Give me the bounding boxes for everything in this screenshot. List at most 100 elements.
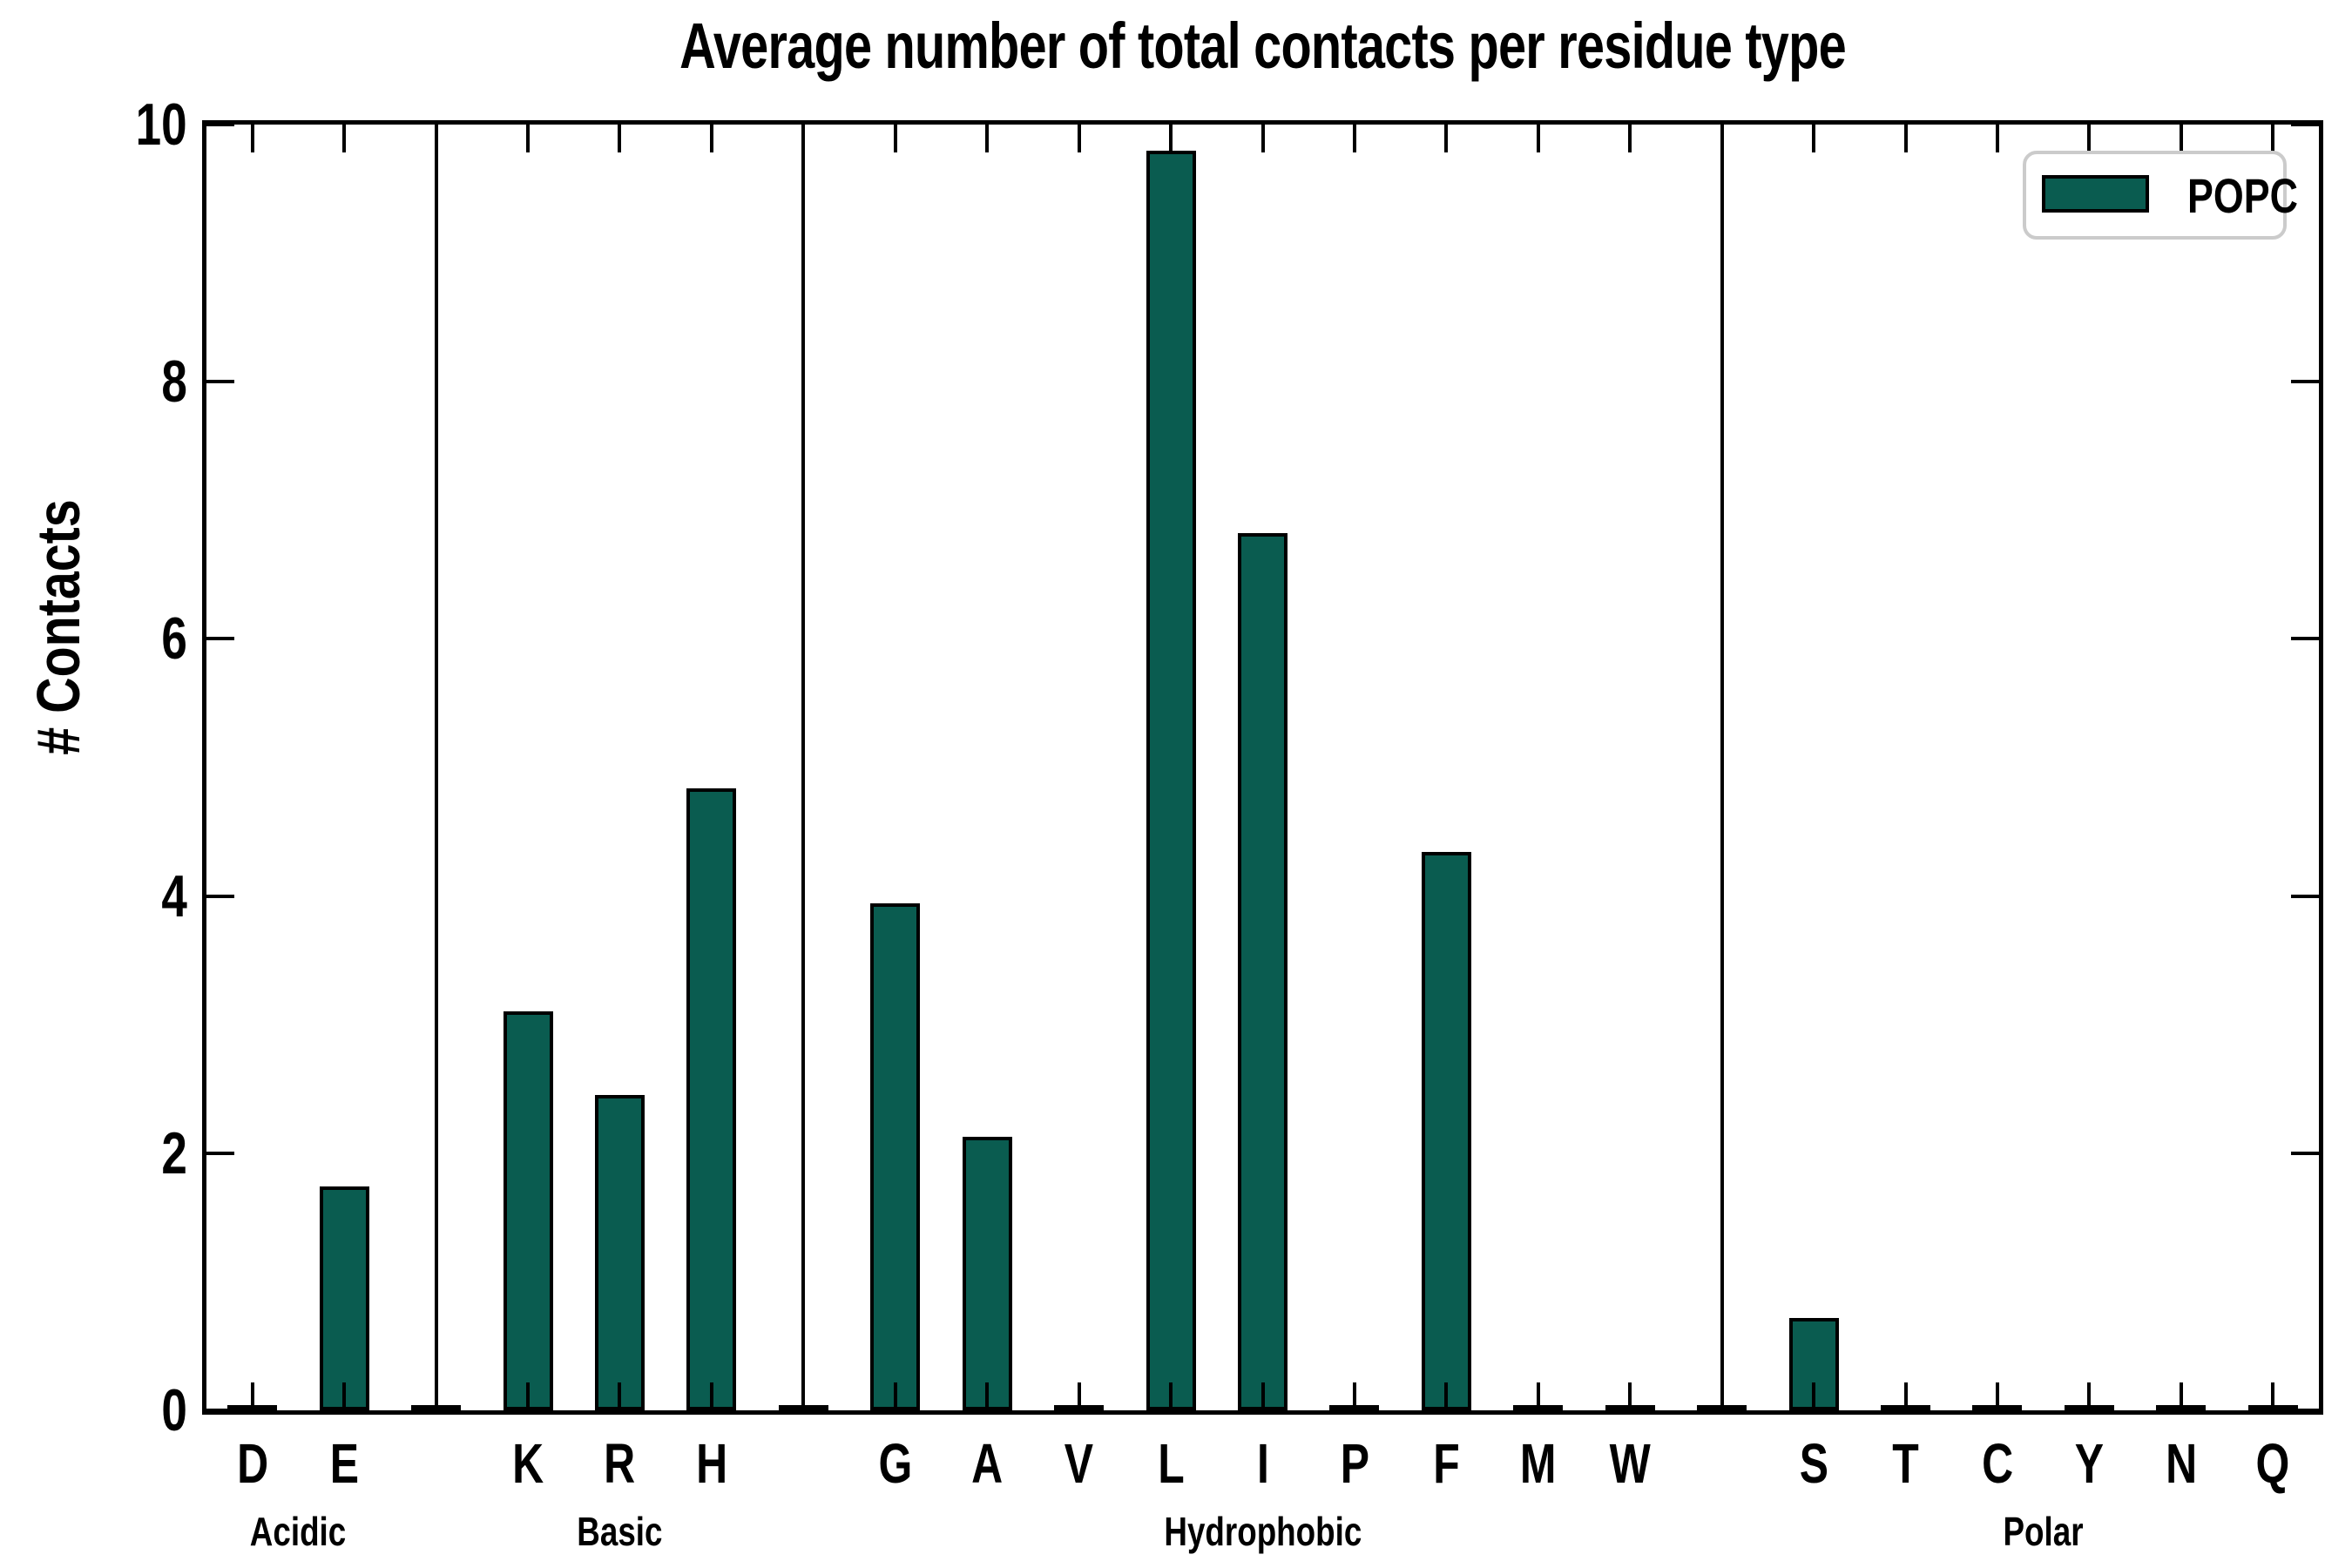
x-group-label: Hydrophobic [1164, 1509, 1362, 1554]
x-tick-bottom [250, 1382, 254, 1410]
y-tick-label: 2 [161, 1119, 187, 1186]
x-tick-bottom [893, 1382, 897, 1410]
bar-A [962, 1136, 1012, 1410]
x-tick-bottom [1169, 1382, 1173, 1410]
x-tick-top [342, 125, 347, 152]
bar-L [1146, 150, 1196, 1410]
y-tick-label: 8 [161, 348, 187, 416]
x-category-label: N [2165, 1432, 2197, 1495]
x-tick-bottom [1444, 1382, 1449, 1410]
x-tick-top [1720, 125, 1724, 152]
x-tick-top [1628, 125, 1632, 152]
x-tick-bottom [985, 1382, 990, 1410]
x-tick-top [1903, 125, 1908, 152]
x-category-label: D [236, 1432, 268, 1495]
x-tick-top [2087, 125, 2092, 152]
x-group-label: Polar [2003, 1509, 2084, 1554]
x-tick-bottom [1812, 1382, 1816, 1410]
x-tick-bottom [526, 1382, 531, 1410]
x-tick-top [985, 125, 990, 152]
x-tick-bottom [618, 1382, 622, 1410]
x-tick-top [434, 125, 438, 152]
bar-K [503, 1011, 553, 1410]
bar-F [1421, 852, 1471, 1410]
x-tick-top [893, 125, 897, 152]
x-category-label: R [604, 1432, 636, 1495]
x-tick-bottom [1536, 1382, 1540, 1410]
x-tick-top [801, 125, 806, 152]
x-tick-top [1169, 125, 1173, 152]
bar-G [870, 903, 921, 1410]
x-tick-bottom [709, 1382, 713, 1410]
x-tick-bottom [342, 1382, 347, 1410]
x-category-label: S [1799, 1432, 1828, 1495]
x-tick-bottom [1995, 1382, 1999, 1410]
x-tick-top [1536, 125, 1540, 152]
x-tick-top [709, 125, 713, 152]
x-tick-bottom [801, 1382, 806, 1410]
x-category-label: M [1520, 1432, 1557, 1495]
x-category-label: E [329, 1432, 359, 1495]
x-tick-top [2179, 125, 2183, 152]
y-tick-label: 0 [161, 1377, 187, 1443]
y-tick-left [206, 894, 234, 898]
x-tick-bottom [1352, 1382, 1356, 1410]
x-tick-bottom [1628, 1382, 1632, 1410]
chart-title: Average number of total contacts per res… [679, 10, 1847, 82]
bar-R [594, 1095, 645, 1410]
x-category-label: L [1157, 1432, 1185, 1495]
x-category-label: Y [2074, 1432, 2105, 1495]
y-tick-left [206, 1409, 234, 1412]
y-tick-left [206, 123, 234, 126]
y-tick-right [2291, 637, 2319, 641]
legend-label: POPC [2187, 167, 2298, 223]
y-tick-left [206, 380, 234, 384]
y-tick-right [2291, 123, 2319, 126]
x-category-label: P [1340, 1432, 1369, 1495]
x-category-label: T [1892, 1432, 1919, 1495]
x-tick-top [250, 125, 254, 152]
y-tick-right [2291, 1409, 2319, 1412]
x-group-label: Basic [577, 1509, 663, 1554]
x-category-label: G [878, 1432, 913, 1495]
x-tick-bottom [1720, 1382, 1724, 1410]
x-tick-top [526, 125, 531, 152]
x-group-label: Acidic [250, 1509, 347, 1554]
x-category-label: V [1064, 1432, 1094, 1495]
y-tick-right [2291, 1151, 2319, 1155]
x-category-label: I [1256, 1432, 1269, 1495]
x-tick-top [1352, 125, 1356, 152]
y-tick-label: 4 [161, 862, 187, 929]
x-category-label: H [695, 1432, 727, 1495]
plot-area [202, 120, 2323, 1415]
x-tick-top [1444, 125, 1449, 152]
group-separator [801, 125, 806, 1410]
x-category-label: C [1981, 1432, 2013, 1495]
x-tick-top [2271, 125, 2275, 152]
x-category-label: K [511, 1432, 544, 1495]
x-tick-bottom [2271, 1382, 2275, 1410]
y-tick-label: 10 [136, 91, 187, 158]
y-tick-right [2291, 894, 2319, 898]
bar-H [686, 787, 737, 1410]
group-separator [1720, 125, 1724, 1410]
x-category-label: A [971, 1432, 1004, 1495]
y-tick-right [2291, 380, 2319, 384]
legend-swatch [2042, 175, 2149, 213]
x-tick-bottom [1903, 1382, 1908, 1410]
x-tick-top [618, 125, 622, 152]
bar-E [319, 1186, 369, 1410]
x-category-label: Q [2255, 1432, 2290, 1495]
x-tick-top [1077, 125, 1081, 152]
x-tick-top [1812, 125, 1816, 152]
x-tick-bottom [2179, 1382, 2183, 1410]
y-tick-label: 6 [161, 605, 187, 672]
x-tick-top [1260, 125, 1265, 152]
x-tick-bottom [434, 1382, 438, 1410]
group-separator [434, 125, 438, 1410]
y-tick-left [206, 1151, 234, 1155]
x-tick-bottom [2087, 1382, 2092, 1410]
x-tick-bottom [1260, 1382, 1265, 1410]
y-tick-left [206, 637, 234, 641]
